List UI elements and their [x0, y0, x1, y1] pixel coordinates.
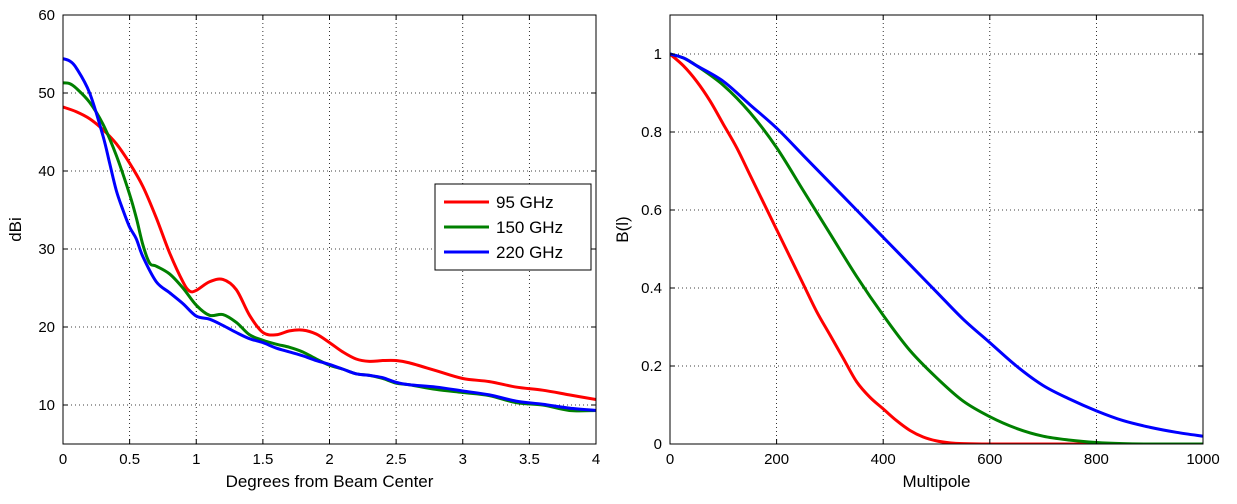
right-plot-area — [670, 15, 1203, 444]
left-y-tick-label: 10 — [38, 397, 55, 414]
left-x-tick-label: 3 — [459, 451, 467, 468]
legend: 95 GHz 150 GHz 220 GHz — [434, 183, 592, 271]
left-y-tick-label: 50 — [38, 85, 55, 102]
left-y-axis-label: dBi — [6, 217, 25, 242]
right-x-axis-label: Multipole — [902, 472, 970, 491]
left-series-line-220-ghz — [63, 57, 596, 412]
right-y-axis-label: B(l) — [613, 216, 632, 242]
left-y-tick-label: 60 — [38, 7, 55, 24]
left-x-tick-label: 3.5 — [519, 451, 540, 468]
right-axes-frame — [669, 14, 1204, 445]
left-chart-panel: 0 0.5 1 1.5 2 2.5 3 3.5 4 10 20 30 40 50 60 Degrees fro… — [6, 7, 600, 491]
left-x-tick-label: 0.5 — [119, 451, 140, 468]
left-x-tick-label: 1 — [192, 451, 200, 468]
right-x-tick-label: 0 — [666, 451, 674, 468]
right-x-tick-label: 1000 — [1186, 451, 1219, 468]
right-series-line-220-ghz — [670, 52, 1203, 438]
legend-label: 150 GHz — [496, 218, 563, 237]
left-y-tick-label: 20 — [38, 319, 55, 336]
right-x-tick-label: 800 — [1084, 451, 1109, 468]
left-x-tick-label: 2.5 — [386, 451, 407, 468]
left-y-tick-label: 30 — [38, 241, 55, 258]
right-y-tick-label: 0.8 — [641, 124, 662, 141]
right-y-tick-label: 0.6 — [641, 202, 662, 219]
right-y-tick-label: 0.4 — [641, 280, 662, 297]
right-x-tick-label: 400 — [871, 451, 896, 468]
left-series-line-150-ghz — [63, 81, 596, 413]
left-y-tick-label: 40 — [38, 163, 55, 180]
right-x-tick-label: 600 — [977, 451, 1002, 468]
right-y-tick-label: 0.2 — [641, 358, 662, 375]
right-series-line-150-ghz — [670, 52, 1203, 444]
left-x-tick-label: 2 — [325, 451, 333, 468]
left-x-tick-label: 4 — [592, 451, 600, 468]
right-x-tick-label: 200 — [764, 451, 789, 468]
legend-label: 95 GHz — [496, 193, 554, 212]
left-x-axis-label: Degrees from Beam Center — [226, 472, 434, 491]
legend-label: 220 GHz — [496, 243, 563, 262]
left-x-tick-label: 1.5 — [252, 451, 273, 468]
right-y-tick-label: 1 — [654, 46, 662, 63]
right-chart-panel: 0 200 400 600 800 1000 0 0.2 0.4 0.6 0.8 1 Multipole… — [613, 14, 1220, 491]
left-x-tick-label: 0 — [59, 451, 67, 468]
left-series-line-95-ghz — [63, 105, 596, 402]
right-y-tick-label: 0 — [654, 436, 662, 453]
